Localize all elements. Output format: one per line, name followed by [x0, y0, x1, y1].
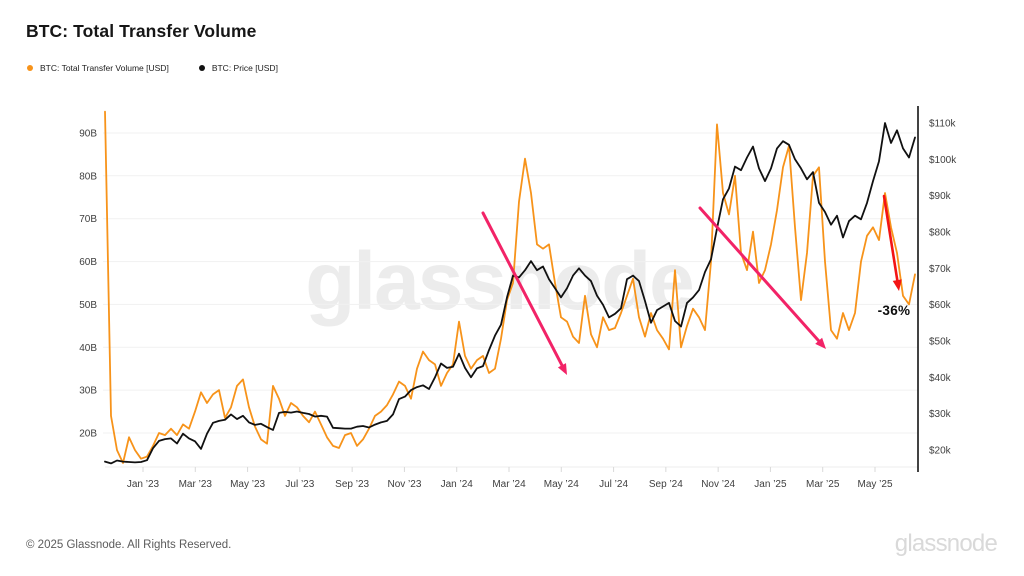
- trend-arrowhead: [815, 337, 826, 349]
- trend-arrowhead: [892, 279, 902, 291]
- x-axis-tick-label: Mar ’24: [492, 479, 526, 490]
- volume-series-dot-icon: [27, 65, 33, 71]
- price-series-dot-icon: [198, 65, 205, 71]
- trend-arrow: [882, 194, 900, 286]
- legend: BTC: Total Transfer Volume [USD] BTC: Pr…: [27, 63, 278, 73]
- x-axis-tick-label: Nov ’23: [387, 479, 421, 490]
- x-axis-tick-label: Jul ’24: [599, 479, 628, 490]
- x-axis-tick-label: Mar ’23: [179, 479, 213, 490]
- legend-item-price[interactable]: BTC: Price [USD]: [198, 63, 278, 73]
- left-axis-tick-label: 50B: [79, 300, 97, 311]
- x-axis-tick-label: May ’23: [230, 479, 265, 490]
- left-axis-tick-label: 70B: [79, 214, 97, 225]
- legend-item-transfer-volume[interactable]: BTC: Total Transfer Volume [USD]: [27, 63, 169, 73]
- x-axis-tick-label: Mar ’25: [806, 479, 840, 490]
- x-axis-tick-label: May ’24: [544, 479, 579, 490]
- right-axis-tick-label: $60k: [929, 300, 952, 311]
- left-axis-tick-label: 40B: [79, 343, 97, 354]
- right-axis-tick-label: $50k: [929, 337, 952, 348]
- left-axis-tick-label: 60B: [79, 257, 97, 268]
- legend-label-price: BTC: Price [USD]: [211, 63, 278, 73]
- x-axis-tick-label: Sep ’23: [335, 479, 369, 490]
- x-axis-tick-label: Jan ’23: [127, 479, 160, 490]
- right-axis-tick-label: $100k: [929, 155, 957, 166]
- left-axis-tick-label: 30B: [79, 386, 97, 397]
- left-axis-tick-label: 90B: [79, 129, 97, 140]
- trend-arrow: [481, 211, 566, 371]
- trend-arrowhead: [557, 363, 567, 375]
- right-axis-tick-label: $90k: [929, 191, 952, 202]
- transfer-volume-line: [104, 110, 916, 464]
- page-title: BTC: Total Transfer Volume: [26, 21, 257, 41]
- right-axis-tick-label: $110k: [929, 119, 957, 130]
- right-axis-tick-label: $30k: [929, 409, 952, 420]
- right-axis-tick-label: $80k: [929, 228, 952, 239]
- drop-annotation: -36%: [877, 303, 911, 318]
- x-axis-tick-label: Nov ’24: [701, 479, 735, 490]
- x-axis-tick-label: Jan ’25: [754, 479, 787, 490]
- footer-copyright: © 2025 Glassnode. All Rights Reserved.: [26, 539, 232, 551]
- trend-arrow: [698, 206, 823, 346]
- left-axis-tick-label: 80B: [79, 171, 97, 182]
- right-axis-tick-label: $40k: [929, 373, 952, 384]
- x-axis-tick-label: Sep ’24: [649, 479, 683, 490]
- x-axis-tick-label: Jul ’23: [285, 479, 314, 490]
- price-line: [104, 122, 916, 465]
- x-axis-tick-label: Jan ’24: [441, 479, 474, 490]
- glassnode-wordmark: glassnode: [894, 530, 998, 557]
- right-axis-tick-label: $70k: [929, 264, 952, 275]
- legend-label-transfer-volume: BTC: Total Transfer Volume [USD]: [40, 63, 169, 73]
- left-axis-tick-label: 20B: [79, 429, 97, 440]
- right-axis-tick-label: $20k: [929, 446, 952, 457]
- x-axis-tick-label: May ’25: [857, 479, 892, 490]
